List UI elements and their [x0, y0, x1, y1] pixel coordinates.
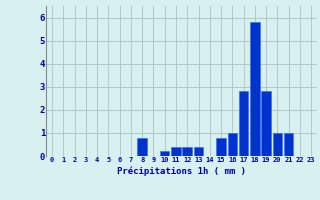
Bar — [160, 151, 170, 156]
Bar — [216, 138, 226, 156]
Bar — [284, 133, 293, 156]
Bar — [239, 91, 248, 156]
Bar — [182, 147, 192, 156]
Bar — [250, 22, 260, 156]
Bar — [137, 138, 147, 156]
X-axis label: Précipitations 1h ( mm ): Précipitations 1h ( mm ) — [117, 166, 246, 176]
Bar — [228, 133, 237, 156]
Bar — [273, 133, 282, 156]
Bar — [194, 147, 203, 156]
Bar — [261, 91, 271, 156]
Bar — [171, 147, 181, 156]
